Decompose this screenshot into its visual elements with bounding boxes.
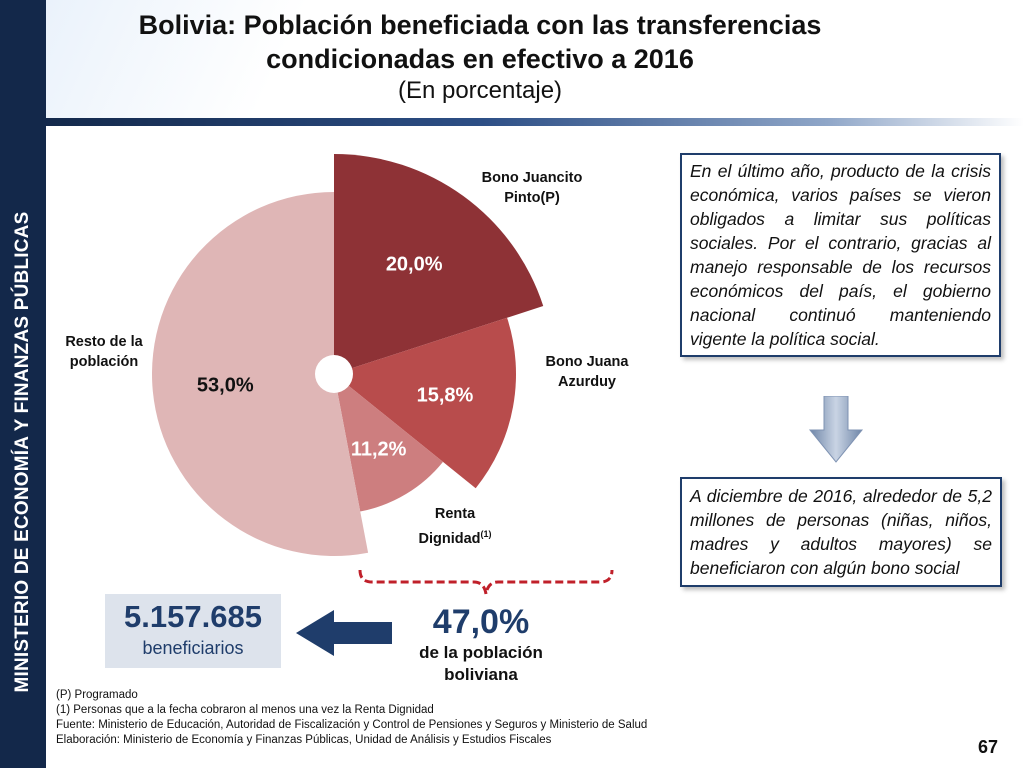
label-renta-dignidad: Renta Dignidad(1): [418, 506, 492, 547]
pie-center-hole: [315, 355, 353, 393]
info-box-context: En el último año, producto de la crisis …: [680, 153, 1001, 357]
page-title-line1: Bolivia: Población beneficiada con las t…: [138, 10, 822, 40]
label-resto-poblacion: Resto de la población: [65, 334, 143, 370]
population-percent-label-1: de la población: [419, 643, 543, 662]
footnote-renta: (1) Personas que a la fecha cobraron al …: [56, 704, 434, 716]
pie-slice: [152, 192, 369, 556]
page-subtitle: (En porcentaje): [397, 77, 563, 104]
info-box-summary: A diciembre de 2016, alrededor de 5,2 mi…: [680, 477, 1002, 587]
page-number: 67: [978, 737, 999, 757]
footnote-elaboration: Elaboración: Ministerio de Economía y Fi…: [56, 734, 552, 746]
pie-value-label: 20,0%: [386, 254, 443, 276]
page-header: Bolivia: Población beneficiada con las t…: [120, 8, 840, 106]
header-background: [46, 0, 366, 120]
bracket-brace: [358, 569, 614, 595]
beneficiaries-label: beneficiarios: [142, 638, 244, 658]
footnotes: (P) Programado (1) Personas que a la fec…: [56, 688, 647, 748]
pie-value-label: 15,8%: [417, 384, 474, 406]
population-percent: 47,0%: [432, 603, 530, 641]
beneficiaries-number: 5.157.685: [124, 599, 262, 634]
pie-slice: [334, 317, 516, 489]
pie-slice: [334, 374, 443, 512]
label-juana-azurduy: Bono Juana Azurduy: [545, 354, 629, 390]
label-juancito-pinto: Bono Juancito Pinto(P): [481, 170, 583, 206]
population-percent-label-2: boliviana: [444, 665, 518, 684]
pie-slice: [334, 154, 544, 374]
down-arrow-icon: [808, 396, 864, 463]
pie-value-label: 53,0%: [197, 374, 254, 396]
beneficiaries-box: 5.157.685 beneficiarios: [105, 594, 281, 668]
pie-value-label: 11,2%: [351, 438, 407, 460]
ministry-sidebar: MINISTERIO DE ECONOMÍA Y FINANZAS PÚBLIC…: [0, 0, 46, 768]
left-arrow-icon: [296, 610, 392, 656]
title-divider: [40, 118, 1024, 126]
footnote-programado: (P) Programado: [56, 689, 138, 701]
page-title-line2: condicionadas en efectivo a 2016: [266, 44, 694, 74]
footnote-source: Fuente: Ministerio de Educación, Autorid…: [56, 719, 648, 731]
population-share: 47,0% de la población boliviana: [395, 602, 567, 686]
